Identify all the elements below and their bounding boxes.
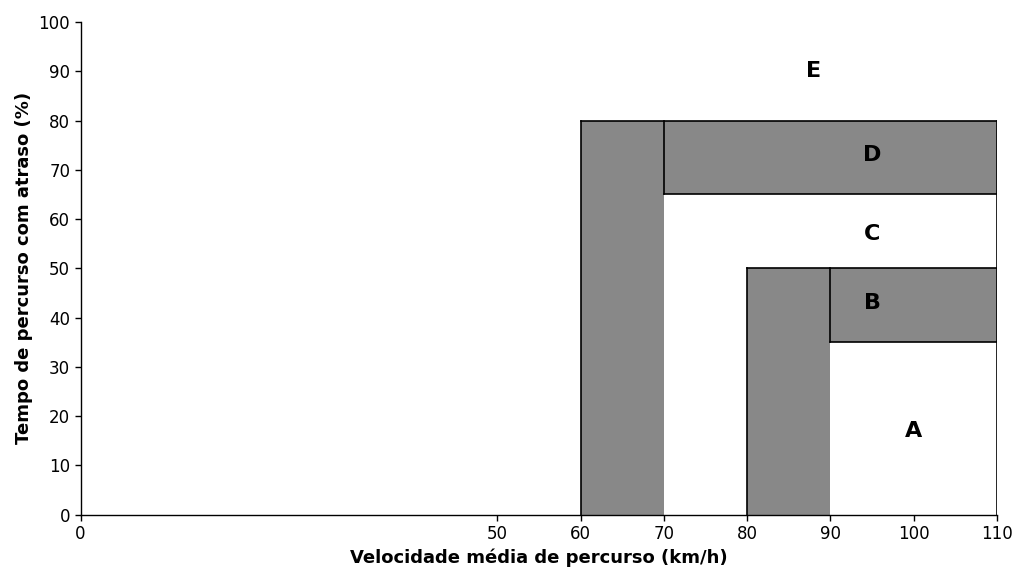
Text: D: D <box>862 145 881 165</box>
X-axis label: Velocidade média de percurso (km/h): Velocidade média de percurso (km/h) <box>351 548 728 567</box>
Bar <box>831 268 997 342</box>
Bar <box>581 120 664 514</box>
Text: B: B <box>864 293 881 313</box>
Text: E: E <box>806 61 821 81</box>
Text: C: C <box>864 224 880 244</box>
Text: A: A <box>906 421 922 441</box>
Bar <box>747 268 831 514</box>
Y-axis label: Tempo de percurso com atraso (%): Tempo de percurso com atraso (%) <box>15 92 33 444</box>
Bar <box>664 120 997 194</box>
